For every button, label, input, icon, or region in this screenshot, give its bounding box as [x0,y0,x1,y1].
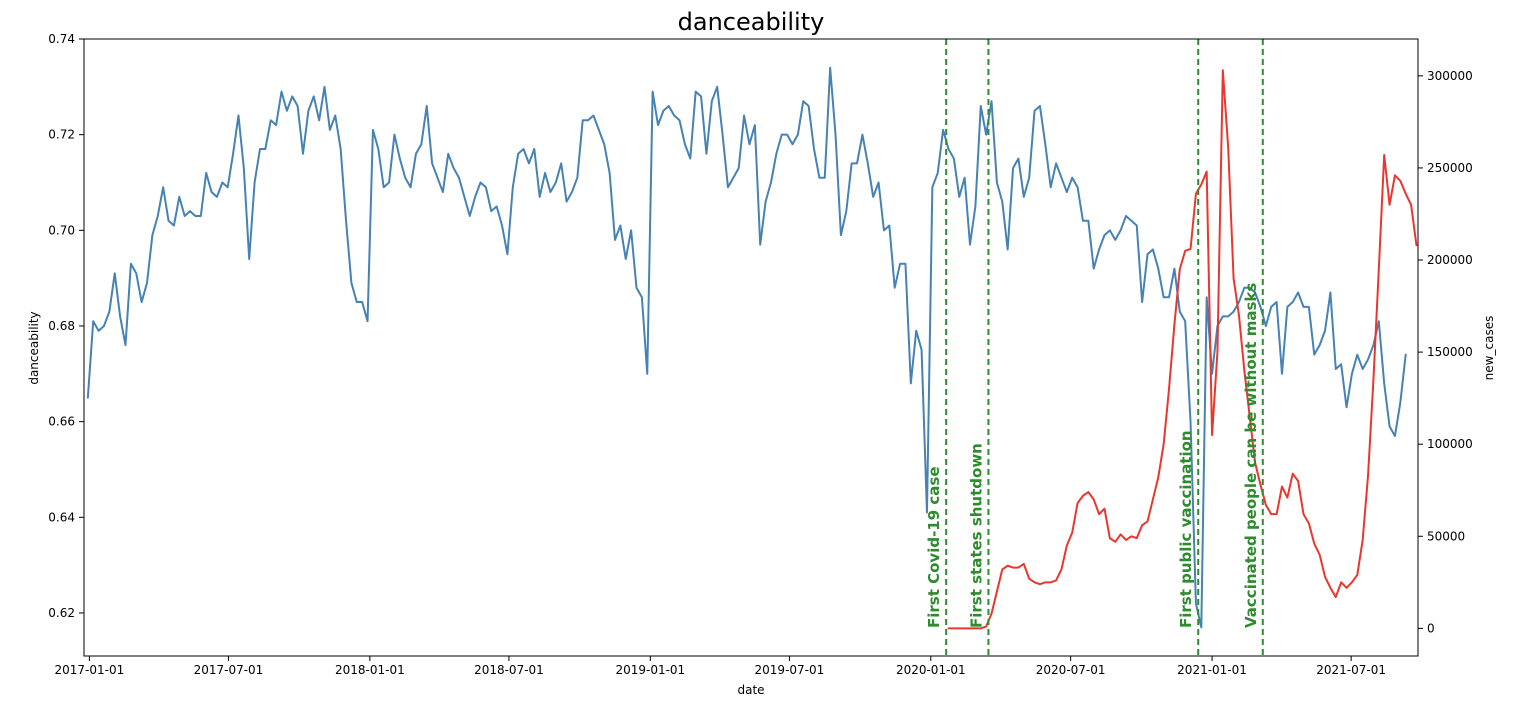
y-axis-right: 0 50000 100000 150000 200000 250000 300000 [1418,69,1473,635]
y-axis-left: 0.62 0.64 0.66 0.68 0.70 0.72 0.74 [48,32,84,620]
y-right-tick-label: 200000 [1427,253,1473,267]
x-tick-label: 2018-01-01 [335,663,405,677]
x-tick-label: 2017-01-01 [55,663,125,677]
y-right-tick-label: 0 [1427,621,1435,635]
x-axis: 2017-01-01 2017-07-01 2018-01-01 2018-07-01… [55,656,1386,677]
y-left-tick-label: 0.74 [48,32,75,46]
annotation-label: First public vaccination [1177,430,1195,628]
y-right-tick-label: 100000 [1427,437,1473,451]
chart-title: danceability [678,8,825,36]
y-left-tick-label: 0.66 [48,415,75,429]
series-line-danceability [86,66,1407,629]
x-tick-label: 2021-07-01 [1316,663,1386,677]
y-axis-right-label: new_cases [1482,316,1496,381]
y-left-tick-label: 0.72 [48,128,75,142]
y-left-tick-label: 0.68 [48,319,75,333]
x-tick-label: 2020-01-01 [896,663,966,677]
x-tick-label: 2017-07-01 [194,663,264,677]
y-left-tick-label: 0.62 [48,606,75,620]
x-tick-label: 2018-07-01 [474,663,544,677]
y-right-tick-label: 250000 [1427,161,1473,175]
annotation-label: First Covid-19 case [925,466,943,628]
plot-frame [83,38,1419,657]
y-axis-left-label: danceability [27,311,41,384]
x-tick-label: 2019-07-01 [755,663,825,677]
lines-layer [86,66,1418,630]
y-left-tick-label: 0.64 [48,510,75,524]
x-tick-label: 2021-01-01 [1177,663,1247,677]
series-line-new-cases [947,69,1418,630]
annotation-label: First states shutdown [967,443,985,628]
x-axis-label: date [737,683,764,697]
x-tick-label: 2020-07-01 [1036,663,1106,677]
x-tick-label: 2019-01-01 [615,663,685,677]
y-left-tick-label: 0.70 [48,223,75,237]
y-right-tick-label: 300000 [1427,69,1473,83]
y-right-tick-label: 50000 [1427,529,1465,543]
y-right-tick-label: 150000 [1427,345,1473,359]
annotation-label: Vaccinated people can be without masks [1242,283,1260,628]
annotation-layer: First Covid-19 case First states shutdown… [925,39,1264,656]
